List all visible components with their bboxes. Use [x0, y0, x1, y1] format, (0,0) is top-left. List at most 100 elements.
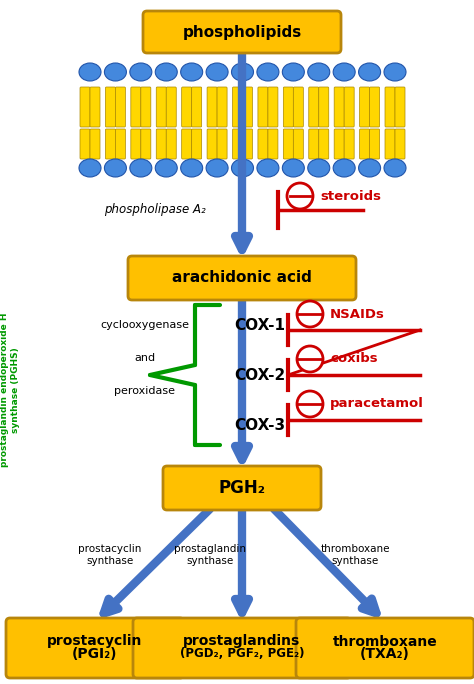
Ellipse shape [384, 159, 406, 177]
Text: phospholipids: phospholipids [182, 25, 301, 40]
FancyBboxPatch shape [166, 129, 176, 159]
FancyBboxPatch shape [243, 87, 253, 127]
Text: paracetamol: paracetamol [330, 397, 424, 410]
FancyBboxPatch shape [6, 618, 184, 678]
Ellipse shape [359, 159, 381, 177]
FancyBboxPatch shape [370, 87, 380, 127]
Circle shape [287, 183, 313, 209]
FancyBboxPatch shape [319, 87, 329, 127]
Ellipse shape [308, 63, 330, 81]
FancyBboxPatch shape [268, 129, 278, 159]
FancyBboxPatch shape [207, 129, 217, 159]
FancyBboxPatch shape [80, 129, 90, 159]
Ellipse shape [257, 63, 279, 81]
Circle shape [297, 391, 323, 417]
Text: PGH₂: PGH₂ [219, 479, 265, 497]
FancyBboxPatch shape [309, 87, 319, 127]
Text: prostaglandin endoperoxide H
synthase (PGHS): prostaglandin endoperoxide H synthase (P… [0, 313, 20, 467]
Text: NSAIDs: NSAIDs [330, 308, 385, 321]
Text: prostacyclin
synthase: prostacyclin synthase [78, 544, 142, 566]
FancyBboxPatch shape [156, 87, 166, 127]
FancyBboxPatch shape [296, 618, 474, 678]
FancyBboxPatch shape [191, 87, 201, 127]
FancyBboxPatch shape [90, 129, 100, 159]
Ellipse shape [155, 159, 177, 177]
Text: prostacyclin: prostacyclin [47, 635, 143, 648]
Text: COX-2: COX-2 [234, 367, 286, 382]
Ellipse shape [104, 159, 127, 177]
Ellipse shape [104, 63, 127, 81]
FancyBboxPatch shape [90, 87, 100, 127]
Ellipse shape [283, 63, 304, 81]
FancyBboxPatch shape [334, 129, 344, 159]
Ellipse shape [181, 159, 203, 177]
Text: (TXA₂): (TXA₂) [360, 648, 410, 661]
Text: (PGD₂, PGF₂, PGE₂): (PGD₂, PGF₂, PGE₂) [180, 647, 304, 660]
FancyBboxPatch shape [191, 129, 201, 159]
FancyBboxPatch shape [258, 129, 268, 159]
FancyBboxPatch shape [128, 256, 356, 300]
Text: peroxidase: peroxidase [115, 386, 175, 396]
Text: (PGI₂): (PGI₂) [72, 648, 118, 661]
Ellipse shape [308, 159, 330, 177]
Text: coxibs: coxibs [330, 352, 378, 365]
Ellipse shape [257, 159, 279, 177]
FancyBboxPatch shape [217, 87, 227, 127]
FancyBboxPatch shape [105, 87, 115, 127]
FancyBboxPatch shape [385, 129, 395, 159]
Ellipse shape [130, 63, 152, 81]
FancyBboxPatch shape [370, 129, 380, 159]
FancyBboxPatch shape [233, 129, 243, 159]
FancyBboxPatch shape [166, 87, 176, 127]
Ellipse shape [206, 63, 228, 81]
FancyBboxPatch shape [309, 129, 319, 159]
Ellipse shape [155, 63, 177, 81]
FancyBboxPatch shape [143, 11, 341, 53]
FancyBboxPatch shape [334, 87, 344, 127]
Ellipse shape [231, 63, 254, 81]
Text: arachidonic acid: arachidonic acid [172, 270, 312, 285]
FancyBboxPatch shape [243, 129, 253, 159]
FancyBboxPatch shape [115, 129, 126, 159]
FancyBboxPatch shape [141, 87, 151, 127]
FancyBboxPatch shape [133, 618, 351, 678]
FancyBboxPatch shape [207, 87, 217, 127]
Text: prostaglandins: prostaglandins [183, 635, 301, 648]
Text: cyclooxygenase: cyclooxygenase [100, 320, 190, 330]
FancyBboxPatch shape [395, 87, 405, 127]
FancyBboxPatch shape [115, 87, 126, 127]
FancyBboxPatch shape [385, 87, 395, 127]
Ellipse shape [333, 159, 355, 177]
FancyBboxPatch shape [268, 87, 278, 127]
Text: thromboxane: thromboxane [333, 635, 438, 648]
Text: and: and [135, 353, 155, 363]
FancyBboxPatch shape [344, 87, 354, 127]
Text: thromboxane
synthase: thromboxane synthase [320, 544, 390, 566]
FancyBboxPatch shape [360, 129, 370, 159]
FancyBboxPatch shape [283, 87, 293, 127]
Ellipse shape [181, 63, 203, 81]
FancyBboxPatch shape [360, 87, 370, 127]
FancyBboxPatch shape [141, 129, 151, 159]
FancyBboxPatch shape [163, 466, 321, 510]
Ellipse shape [206, 159, 228, 177]
FancyBboxPatch shape [182, 129, 191, 159]
FancyBboxPatch shape [395, 129, 405, 159]
Text: COX-1: COX-1 [235, 317, 285, 332]
FancyBboxPatch shape [156, 129, 166, 159]
Text: prostaglandin
synthase: prostaglandin synthase [174, 544, 246, 566]
FancyBboxPatch shape [319, 129, 329, 159]
FancyBboxPatch shape [344, 129, 354, 159]
Ellipse shape [384, 63, 406, 81]
FancyBboxPatch shape [293, 129, 303, 159]
FancyBboxPatch shape [105, 129, 115, 159]
FancyBboxPatch shape [80, 87, 90, 127]
Text: steroids: steroids [320, 189, 381, 202]
Ellipse shape [283, 159, 304, 177]
Circle shape [297, 301, 323, 327]
FancyBboxPatch shape [258, 87, 268, 127]
FancyBboxPatch shape [182, 87, 191, 127]
Ellipse shape [333, 63, 355, 81]
FancyBboxPatch shape [131, 129, 141, 159]
FancyBboxPatch shape [131, 87, 141, 127]
